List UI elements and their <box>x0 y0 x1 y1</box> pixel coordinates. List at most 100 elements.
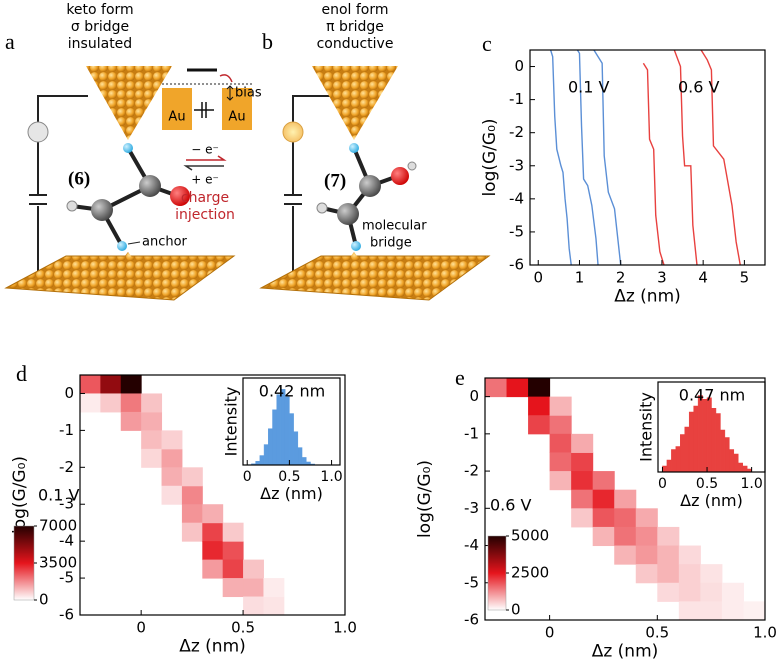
x-axis-label: Δz (nm) <box>614 287 681 307</box>
heatmap-cell <box>549 452 572 472</box>
au-right <box>222 88 252 130</box>
histogram-bar <box>268 428 273 466</box>
y-tick-label: -4 <box>464 536 479 554</box>
histogram-bar <box>301 457 307 466</box>
heatmap-cell <box>243 578 264 598</box>
heatmap-cell <box>571 508 594 528</box>
arrow <box>183 165 224 171</box>
arrow <box>186 155 227 161</box>
histogram-bar <box>284 396 290 466</box>
annotation: 0.42 nm <box>259 382 325 401</box>
header-line: conductive <box>317 36 394 52</box>
histogram-bar <box>272 409 277 466</box>
heatmap-cell <box>635 508 658 528</box>
x-tick-label: 1.0 <box>333 618 357 636</box>
electrode-label: Au <box>168 110 185 125</box>
x-axis-label: Δz (nm) <box>179 637 246 657</box>
heatmap-cell <box>678 564 701 584</box>
heatmap-cell <box>678 545 701 565</box>
heatmap-cell <box>120 393 142 413</box>
x-tick-label: 0 <box>533 268 543 286</box>
histogram-bar <box>720 429 726 473</box>
adatom-pyramid <box>110 252 146 275</box>
axes-frame <box>79 374 346 616</box>
chart-histogram: 0 0.5 1.0Δz (nm) Intensity 0.47 nm <box>637 381 766 510</box>
x-tick-label: 1.0 <box>740 476 762 492</box>
x-axis-label: Δz (nm) <box>592 642 659 662</box>
atom <box>117 241 127 251</box>
y-tick-label: -1 <box>509 90 524 108</box>
heatmap-cell <box>181 485 203 505</box>
heatmap-cell <box>506 378 529 398</box>
heatmap-cell <box>657 545 680 565</box>
x-tick-label: 1 <box>575 268 585 286</box>
heatmap-cell <box>263 596 285 616</box>
atom <box>351 241 361 251</box>
histogram-bar <box>742 465 748 473</box>
heatmap-cell <box>614 526 637 547</box>
heatmap-cell <box>528 378 551 398</box>
y-tick-label: -1 <box>464 424 479 442</box>
histogram-bar <box>711 408 717 473</box>
y-tick-label: -5 <box>59 569 74 587</box>
header-line: σ bridge <box>71 19 129 35</box>
histogram-bar <box>280 389 286 466</box>
histogram-bar <box>733 453 739 473</box>
heatmap-cell <box>657 564 680 584</box>
heatmap-cell <box>549 415 572 435</box>
y-tick-label: 0 <box>64 384 74 402</box>
heatmap-cell <box>100 393 122 413</box>
au-left <box>162 88 192 130</box>
header-line: enol form <box>321 2 388 18</box>
heatmap-cell <box>243 596 264 616</box>
heatmap-cell <box>528 415 551 435</box>
panel-label: e <box>455 365 465 390</box>
y-tick-label: -2 <box>464 462 479 480</box>
heatmap-cell <box>549 396 572 416</box>
atom <box>66 200 78 212</box>
annotation: 0.1 V <box>568 78 610 97</box>
x-tick-label: 0.5 <box>231 618 255 636</box>
capacitor <box>29 194 47 205</box>
histogram-bar <box>263 444 269 466</box>
x-axis-label: Δz (nm) <box>260 484 323 503</box>
heatmap-cell <box>721 601 744 621</box>
x-tick-label: 0.5 <box>696 476 718 492</box>
histogram-bar <box>688 411 694 473</box>
trace <box>549 49 572 266</box>
atom <box>337 203 359 225</box>
y-tick-label: -1 <box>59 421 74 439</box>
bias-arrow <box>226 85 234 101</box>
y-axis-label: log(G/G₀) <box>415 460 435 538</box>
x-tick-label: 0 <box>136 618 146 636</box>
caption: charge <box>181 190 229 206</box>
scheme-b: b enol form π bridge conductive (7) mole… <box>259 2 491 301</box>
atom <box>349 143 359 153</box>
atom <box>407 161 417 171</box>
trace <box>576 49 599 266</box>
adatom-pyramid <box>336 252 372 275</box>
colorbar-tick-label: 7000 <box>39 517 77 535</box>
histogram-bar <box>293 431 299 466</box>
histogram-bar <box>702 399 708 473</box>
heatmap-cell <box>743 601 766 621</box>
panel-label: a <box>5 29 15 54</box>
heatmap-cell <box>161 448 183 468</box>
colorbar-tick-label: 0 <box>39 591 49 609</box>
histogram-bar <box>715 413 721 473</box>
histogram-bar <box>666 459 672 473</box>
colorbar-tick-label: 0 <box>511 601 521 619</box>
compound-label: (7) <box>324 170 346 191</box>
capacitor <box>284 194 302 205</box>
heatmap-cell <box>700 582 723 602</box>
heatmap-cell <box>181 504 203 524</box>
histogram-bar <box>706 397 712 473</box>
heatmap-cell <box>161 467 183 487</box>
heatmap-cell <box>635 526 658 547</box>
trace <box>700 49 741 266</box>
electrode-bottom <box>4 255 236 301</box>
header-line: keto form <box>66 2 133 18</box>
x-tick-label: 2 <box>616 268 626 286</box>
header-line: insulated <box>68 36 132 52</box>
y-tick-label: -2 <box>509 123 524 141</box>
